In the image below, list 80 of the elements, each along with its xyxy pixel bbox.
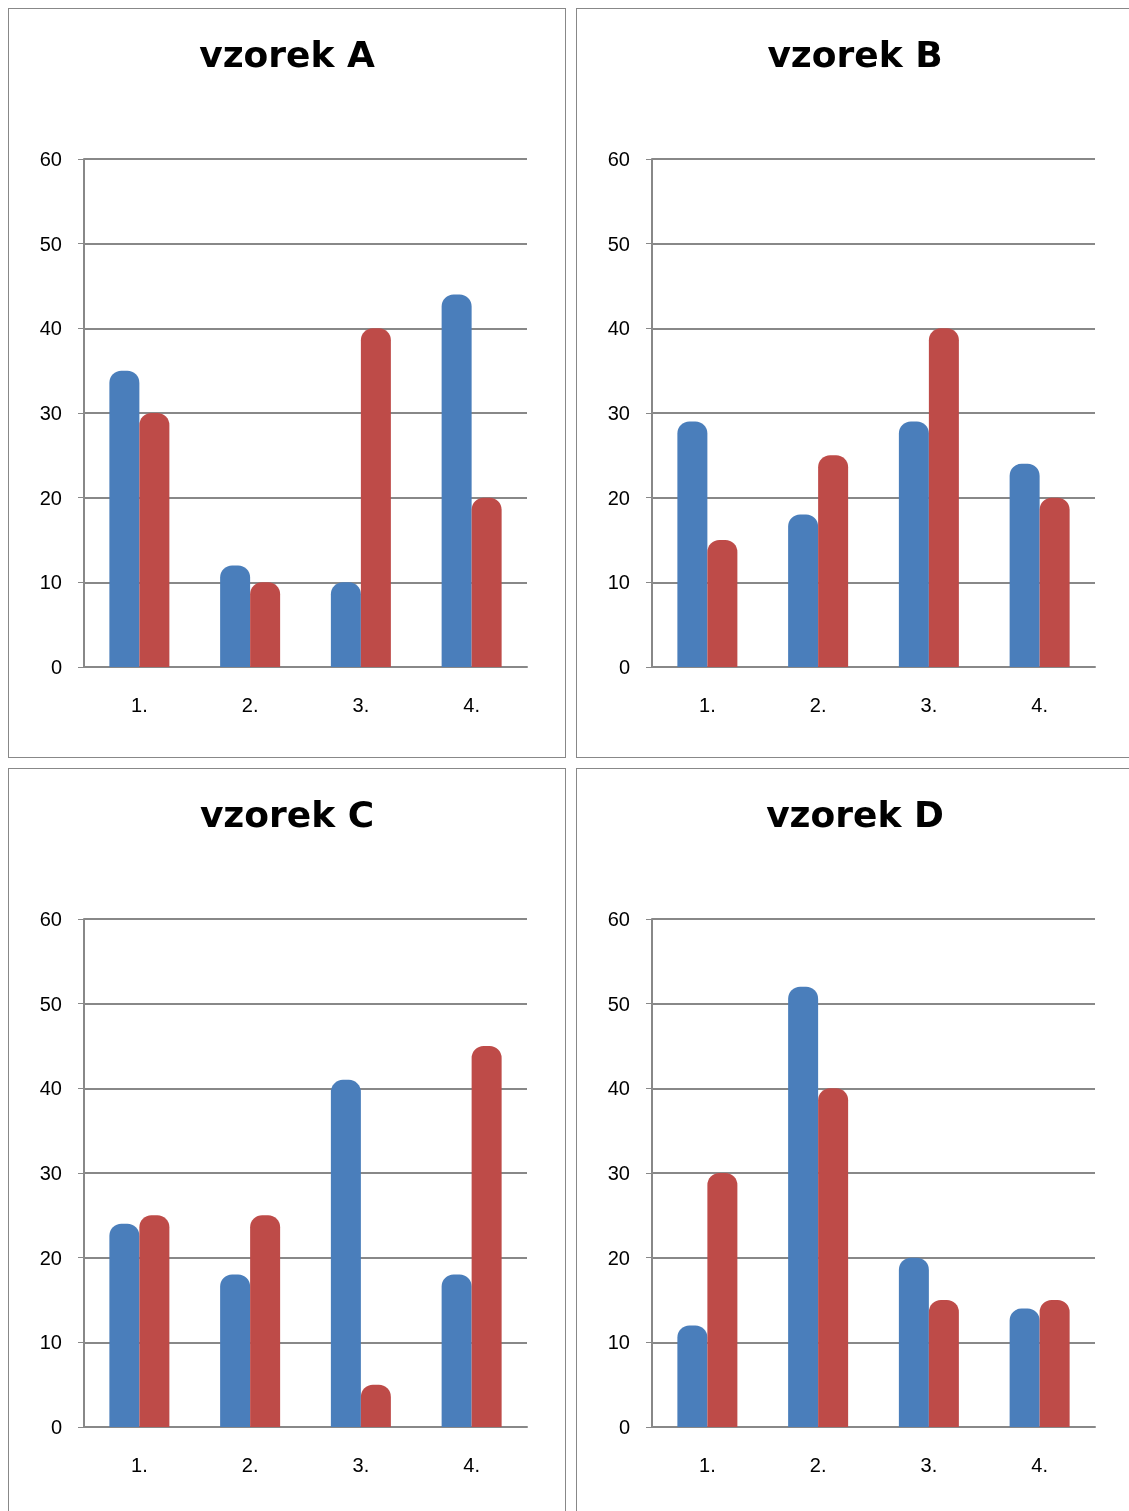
bar [250, 582, 281, 667]
bar [928, 1300, 959, 1427]
x-tick-label: 4. [1031, 1454, 1048, 1476]
bar [109, 370, 140, 667]
bar [1009, 1308, 1040, 1427]
y-tick-label: 10 [39, 1331, 62, 1354]
bar [441, 1274, 472, 1427]
y-tick-label: 10 [607, 571, 630, 594]
bar [898, 1257, 929, 1427]
chart-title: vzorek A [199, 33, 375, 75]
bar [707, 540, 738, 667]
bar [677, 421, 708, 667]
chart-title: vzorek D [766, 793, 944, 835]
x-tick-label: 2. [241, 694, 259, 716]
x-tick-label: 3. [352, 1454, 370, 1476]
bar [1009, 463, 1040, 667]
x-tick-label: 1. [699, 694, 716, 716]
y-tick-label: 0 [618, 656, 630, 678]
y-tick-label: 30 [39, 1162, 62, 1184]
y-tick-label: 10 [607, 1331, 630, 1354]
bar [1039, 1300, 1070, 1427]
x-tick-label: 1. [131, 1454, 148, 1476]
bar [677, 1325, 708, 1427]
y-tick-label: 10 [39, 571, 62, 594]
y-tick-label: 30 [607, 1162, 630, 1184]
bar [441, 294, 472, 667]
bar [818, 1088, 849, 1427]
y-tick-label: 0 [50, 656, 62, 678]
bar [109, 1223, 140, 1427]
bar [707, 1173, 738, 1427]
y-tick-label: 20 [39, 1246, 62, 1269]
bar [788, 986, 819, 1427]
y-tick-label: 40 [607, 317, 630, 340]
bar [220, 565, 251, 667]
x-tick-label: 1. [699, 1454, 716, 1476]
x-tick-label: 4. [463, 1454, 480, 1476]
y-tick-label: 20 [39, 486, 62, 509]
bar [250, 1215, 281, 1427]
y-tick-label: 60 [607, 908, 630, 930]
y-tick-label: 0 [618, 1416, 630, 1438]
bar [330, 1079, 361, 1427]
x-tick-label: 2. [809, 1454, 827, 1476]
bar [818, 455, 849, 667]
y-tick-label: 40 [39, 317, 62, 340]
y-tick-label: 30 [39, 402, 62, 424]
y-tick-label: 20 [607, 486, 630, 509]
y-tick-label: 40 [607, 1077, 630, 1100]
bar [139, 1215, 170, 1427]
x-tick-label: 3. [920, 1454, 938, 1476]
bar [928, 328, 959, 667]
y-tick-label: 60 [39, 908, 62, 930]
bar [330, 582, 361, 667]
x-tick-label: 2. [809, 694, 827, 716]
y-tick-label: 50 [607, 232, 630, 255]
x-tick-label: 4. [463, 694, 480, 716]
bar [139, 413, 170, 667]
x-tick-label: 3. [920, 694, 938, 716]
x-tick-label: 3. [352, 694, 370, 716]
chart-title: vzorek B [767, 33, 943, 75]
bar [360, 328, 391, 667]
bar [471, 1046, 502, 1427]
y-tick-label: 20 [607, 1246, 630, 1269]
bar [1039, 497, 1070, 667]
y-tick-label: 50 [607, 992, 630, 1015]
y-tick-label: 50 [39, 992, 62, 1015]
bar [360, 1384, 391, 1427]
y-tick-label: 50 [39, 232, 62, 255]
x-tick-label: 2. [241, 1454, 259, 1476]
bar [788, 514, 819, 667]
y-tick-label: 40 [39, 1077, 62, 1100]
y-tick-label: 60 [607, 148, 630, 170]
bar [220, 1274, 251, 1427]
bar [471, 497, 502, 667]
bar [898, 421, 929, 667]
x-tick-label: 1. [131, 694, 148, 716]
y-tick-label: 30 [607, 402, 630, 424]
chart-title: vzorek C [199, 793, 375, 835]
x-tick-label: 4. [1031, 694, 1048, 716]
y-tick-label: 60 [39, 148, 62, 170]
y-tick-label: 0 [50, 1416, 62, 1438]
